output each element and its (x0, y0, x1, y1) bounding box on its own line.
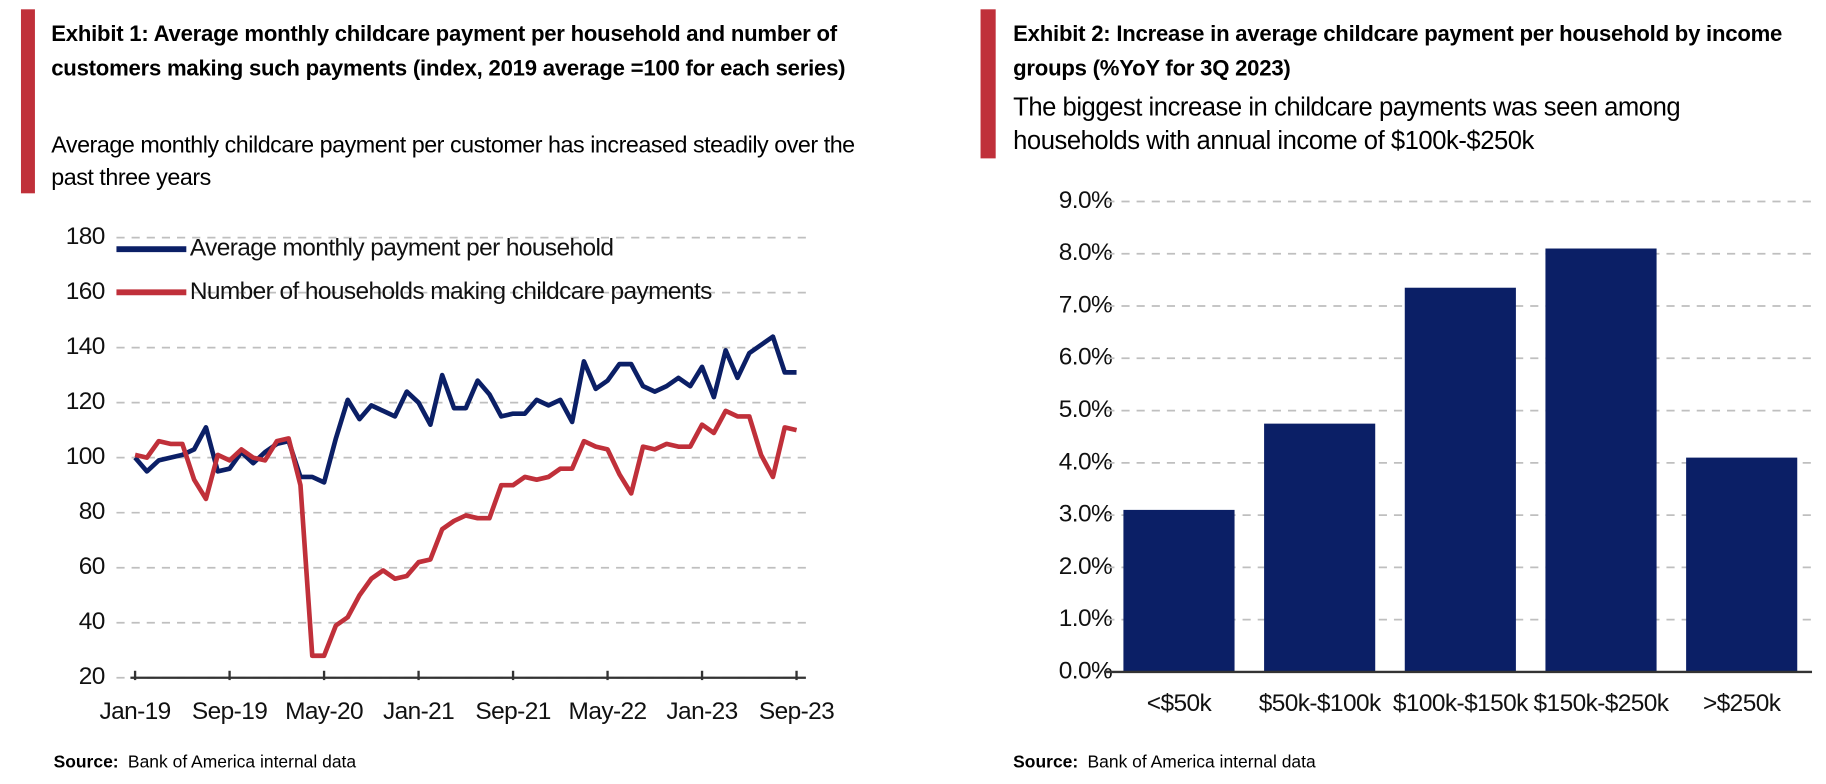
source-text: Bank of America internal data (1087, 752, 1316, 773)
y-tick-label: 3.0% (1059, 501, 1112, 528)
y-tick-label: 9.0% (1059, 187, 1112, 214)
y-tick-label: 40 (79, 608, 105, 635)
bar (1404, 287, 1516, 672)
x-tick-label: May-22 (569, 698, 647, 725)
legend-label: Average monthly payment per household (190, 235, 614, 262)
y-tick-label: 2.0% (1059, 553, 1112, 580)
legend-label: Number of households making childcare pa… (190, 278, 712, 305)
x-tick-label: <$50k (1147, 690, 1213, 717)
bar (1686, 457, 1798, 672)
y-tick-label: 0.0% (1059, 657, 1112, 684)
y-tick-label: 120 (66, 388, 105, 415)
x-tick-label: $50k-$100k (1259, 690, 1382, 717)
series-line (134, 408, 798, 659)
accent-bar (980, 9, 996, 159)
x-tick-label: Jan-19 (99, 698, 170, 725)
x-tick-label: Sep-23 (759, 698, 834, 725)
chart-title: Exhibit 2: Increase in average childcare… (1013, 22, 1783, 82)
bar (1545, 248, 1657, 672)
series-line (133, 334, 797, 485)
y-tick-label: 140 (66, 333, 105, 360)
y-tick-label: 1.0% (1059, 605, 1112, 632)
y-tick-label: 180 (66, 223, 105, 250)
source: Source: Bank of America internal data (1013, 752, 1316, 772)
x-tick-label: Sep-19 (192, 698, 267, 725)
x-tick-label: May-20 (285, 698, 363, 725)
y-tick-label: 80 (79, 498, 105, 525)
source-label: Source: (1013, 752, 1079, 773)
source-text: Bank of America internal data (127, 752, 357, 773)
y-tick-label: 60 (79, 553, 105, 580)
y-tick-label: 5.0% (1059, 396, 1112, 423)
y-tick-label: 7.0% (1059, 291, 1112, 318)
y-tick-label: 100 (66, 443, 105, 470)
y-tick-label: 20 (79, 663, 105, 690)
x-tick-label: $150k-$250k (1534, 690, 1670, 717)
y-tick-label: 8.0% (1059, 239, 1112, 266)
chart-subtitle: Average monthly childcare payment per cu… (51, 132, 855, 191)
source-label: Source: (53, 752, 119, 773)
source: Source: Bank of America internal data (54, 752, 357, 772)
y-tick-label: 4.0% (1059, 448, 1112, 475)
bar (1123, 509, 1235, 672)
y-tick-label: 6.0% (1059, 344, 1112, 371)
x-tick-label: Jan-23 (666, 698, 737, 725)
bar (1264, 423, 1376, 672)
accent-bar (20, 9, 35, 194)
x-tick-label: >$250k (1703, 690, 1782, 717)
x-tick-label: $100k-$150k (1393, 690, 1529, 717)
x-tick-label: Sep-21 (475, 698, 550, 725)
x-tick-label: Jan-21 (383, 698, 454, 725)
y-tick-label: 160 (66, 278, 105, 305)
chart-subtitle: The biggest increase in childcare paymen… (1013, 91, 1681, 155)
chart-title: Exhibit 1: Average monthly childcare pay… (51, 22, 846, 82)
